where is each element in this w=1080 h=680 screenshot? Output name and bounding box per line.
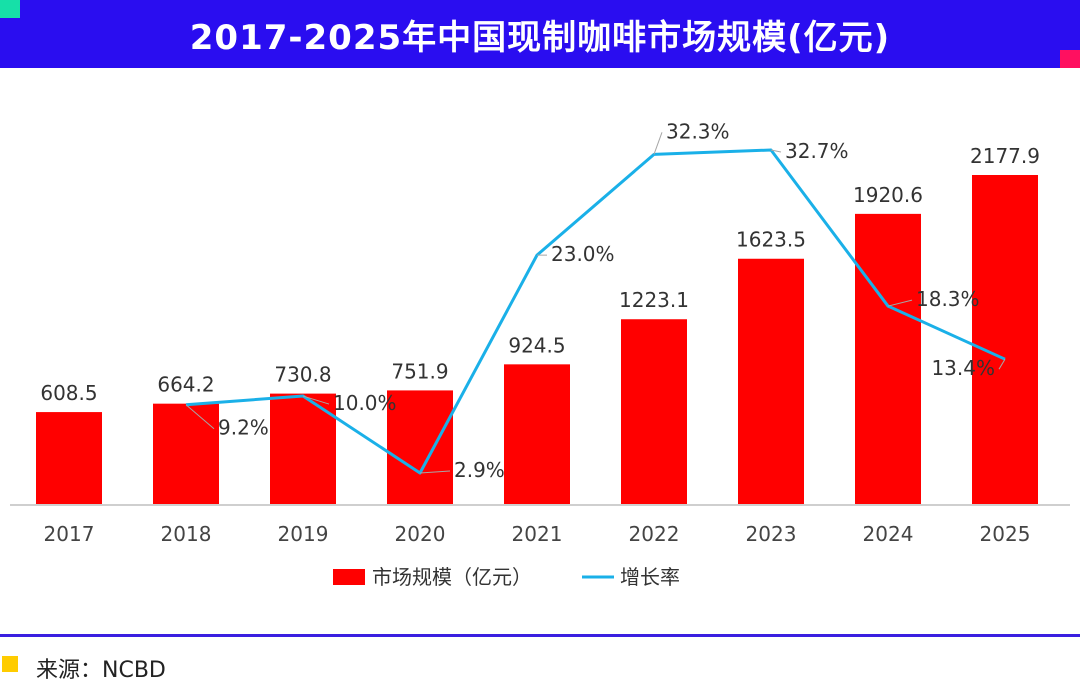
source-marker	[2, 656, 18, 672]
growth-label-2019: 10.0%	[333, 391, 397, 415]
bar-label-2023: 1623.5	[736, 228, 806, 252]
growth-label-2024: 18.3%	[916, 287, 980, 311]
growth-label-2018: 9.2%	[218, 416, 269, 440]
bar-2017	[36, 412, 102, 504]
bar-label-2017: 608.5	[40, 381, 97, 405]
growth-label-2023: 32.7%	[785, 139, 849, 163]
growth-label-2022: 32.3%	[666, 119, 730, 143]
growth-leader-2018	[185, 404, 215, 430]
bar-2018	[153, 403, 219, 504]
x-tick-label-2017: 2017	[44, 522, 95, 546]
bar-label-2024: 1920.6	[853, 183, 923, 207]
x-tick-label-2018: 2018	[161, 522, 212, 546]
growth-label-2025: 13.4%	[931, 356, 995, 380]
growth-label-2021: 23.0%	[551, 242, 615, 266]
x-tick-label-2021: 2021	[512, 522, 563, 546]
legend-bar-label: 市场规模（亿元）	[372, 565, 532, 589]
growth-leader-2025	[998, 358, 1006, 370]
bar-label-2021: 924.5	[508, 333, 565, 357]
bar-2025	[972, 175, 1038, 504]
bar-label-2018: 664.2	[157, 373, 214, 397]
bar-label-2020: 751.9	[391, 359, 448, 383]
legend-line-label: 增长率	[620, 565, 680, 589]
growth-leader-2024	[887, 299, 913, 307]
growth-line	[185, 148, 1006, 475]
x-tick-label-2024: 2024	[863, 522, 914, 546]
growth-leader-2020	[419, 470, 451, 474]
x-tick-label-2022: 2022	[629, 522, 680, 546]
bar-label-2022: 1223.1	[619, 288, 689, 312]
combo-chart: 608.5 664.2 730.8 751.9 924.5 1223.1 1623.5 192…	[10, 119, 1070, 589]
bar-label-2025: 2177.9	[970, 144, 1040, 168]
bar-2024	[855, 213, 921, 504]
growth-label-2020: 2.9%	[454, 458, 505, 482]
legend-bar-swatch	[333, 569, 365, 585]
accent-pink-square	[1060, 50, 1080, 68]
accent-green-square	[0, 0, 20, 18]
bar-2020	[387, 390, 453, 504]
growth-leader-2022	[653, 132, 663, 155]
bar-2023	[738, 258, 804, 504]
growth-leader-2019	[302, 395, 330, 405]
title-bar: 2017-2025年中国现制咖啡市场规模(亿元)	[0, 0, 1080, 68]
source-text: 来源：NCBD	[36, 658, 166, 680]
x-tick-label-2019: 2019	[278, 522, 329, 546]
bar-2021	[504, 364, 570, 504]
x-tick-label-2020: 2020	[395, 522, 446, 546]
x-tick-label-2023: 2023	[746, 522, 797, 546]
bar-2022	[621, 319, 687, 504]
chart-title: 2017-2025年中国现制咖啡市场规模(亿元)	[189, 17, 891, 58]
growth-leader-2023	[770, 149, 782, 153]
x-tick-label-2025: 2025	[980, 522, 1031, 546]
footer-divider	[0, 634, 1080, 637]
bar-label-2019: 730.8	[274, 363, 331, 387]
